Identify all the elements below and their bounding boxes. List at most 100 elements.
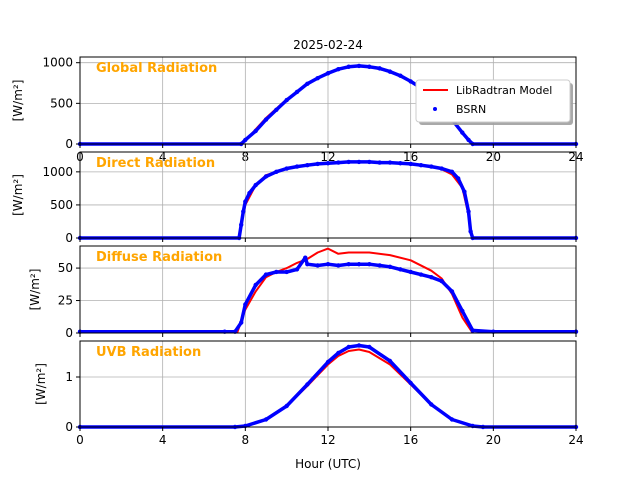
y-tick-label: 0: [65, 231, 73, 245]
panel-label: Diffuse Radiation: [96, 250, 222, 265]
y-tick-label: 1000: [42, 165, 73, 179]
data-point-bsrn: [356, 159, 362, 165]
data-point-bsrn: [253, 128, 258, 134]
data-point-bsrn: [398, 267, 403, 272]
data-point-bsrn: [305, 382, 310, 387]
series-points-bsrn: [78, 343, 578, 429]
data-point-bsrn: [241, 209, 246, 214]
data-point-bsrn: [263, 174, 269, 179]
legend: LibRadtran Model BSRN: [415, 79, 573, 125]
data-point-bsrn: [377, 160, 382, 165]
data-point-bsrn: [325, 359, 331, 365]
data-point-bsrn: [284, 97, 289, 103]
data-point-bsrn: [247, 190, 252, 196]
data-point-bsrn: [325, 261, 331, 267]
legend-frame: [415, 79, 571, 123]
data-point-bsrn: [284, 269, 289, 275]
data-point-bsrn: [408, 79, 413, 84]
data-point-bsrn: [263, 117, 269, 122]
x-tick-label: 24: [568, 433, 583, 447]
data-point-bsrn: [356, 63, 362, 69]
data-point-bsrn: [305, 163, 310, 168]
data-point-bsrn: [284, 403, 289, 409]
y-tick-label: 0: [65, 137, 73, 151]
data-point-bsrn: [439, 166, 444, 171]
y-tick-label: 0: [65, 420, 73, 434]
data-point-bsrn: [408, 380, 413, 386]
data-point-bsrn: [418, 163, 424, 168]
data-point-bsrn: [367, 261, 372, 267]
data-point-bsrn: [315, 161, 320, 167]
series-points-bsrn: [78, 255, 578, 334]
y-tick-label: 25: [58, 294, 73, 308]
data-point-bsrn: [408, 269, 413, 275]
data-point-bsrn: [356, 261, 362, 267]
data-point-bsrn: [325, 161, 331, 166]
data-point-bsrn: [239, 320, 244, 325]
data-point-bsrn: [398, 161, 403, 166]
data-point-bsrn: [274, 169, 279, 175]
x-tick-label: 12: [320, 433, 335, 447]
data-point-bsrn: [305, 81, 310, 87]
data-point-bsrn: [284, 166, 289, 171]
data-point-bsrn: [243, 137, 248, 143]
data-point-bsrn: [274, 269, 279, 275]
panel-3: 0 1 0 4 8 12 16 20 24 [W/m²] UVB Radiation: [34, 340, 584, 447]
data-point-bsrn: [274, 107, 279, 113]
data-point-bsrn: [387, 160, 393, 165]
data-point-bsrn: [315, 263, 320, 268]
data-point-bsrn: [439, 278, 444, 284]
y-tick-label: 1: [65, 370, 73, 384]
data-point-bsrn: [429, 164, 434, 169]
data-point-bsrn: [387, 264, 393, 269]
data-point-bsrn: [466, 137, 471, 143]
data-point-bsrn: [468, 229, 473, 234]
data-point-bsrn: [377, 263, 382, 268]
legend-bsrn-swatch: [433, 107, 437, 111]
data-point-bsrn: [466, 209, 471, 214]
series-line-model: [236, 247, 474, 334]
data-point-bsrn: [387, 358, 393, 364]
y-axis-label: [W/m²]: [28, 269, 42, 311]
data-point-bsrn: [377, 66, 382, 71]
data-point-bsrn: [470, 423, 475, 429]
data-point-bsrn: [456, 176, 461, 181]
data-point-bsrn: [263, 417, 269, 422]
data-point-bsrn: [346, 64, 351, 69]
data-point-bsrn: [294, 164, 300, 169]
data-point-bsrn: [325, 71, 331, 76]
legend-bsrn-label: BSRN: [456, 103, 486, 116]
data-point-bsrn: [243, 199, 248, 204]
data-point-bsrn: [305, 261, 310, 267]
x-tick-label: 20: [486, 433, 501, 447]
x-tick-label: 8: [242, 433, 250, 447]
x-axis-label: Hour (UTC): [295, 457, 361, 471]
data-point-bsrn: [470, 328, 475, 333]
panel-2: 0 25 50 [W/m²] Diffuse Radiation: [28, 245, 579, 340]
data-point-bsrn: [253, 282, 258, 288]
data-point-bsrn: [336, 66, 341, 72]
data-point-bsrn: [294, 89, 300, 95]
data-point-bsrn: [303, 255, 308, 260]
y-axis-label: [W/m²]: [11, 174, 25, 216]
data-point-bsrn: [429, 274, 434, 280]
data-point-bsrn: [460, 308, 465, 314]
data-point-bsrn: [346, 344, 351, 350]
data-point-bsrn: [243, 302, 248, 307]
y-axis-label: [W/m²]: [34, 363, 48, 405]
data-point-bsrn: [387, 69, 393, 74]
data-point-bsrn: [449, 289, 455, 294]
panel-label: Direct Radiation: [96, 156, 215, 171]
data-point-bsrn: [418, 272, 424, 277]
x-tick-label: 4: [159, 433, 167, 447]
panel-1: 0 500 1000 [W/m²] Direct Radiation: [11, 151, 579, 245]
data-point-bsrn: [460, 130, 465, 135]
data-point-bsrn: [462, 189, 467, 194]
x-tick-label: 16: [403, 433, 418, 447]
legend-model-label: LibRadtran Model: [456, 84, 552, 97]
y-axis-label: [W/m²]: [11, 80, 25, 122]
data-point-bsrn: [356, 343, 362, 348]
data-point-bsrn: [294, 267, 300, 272]
